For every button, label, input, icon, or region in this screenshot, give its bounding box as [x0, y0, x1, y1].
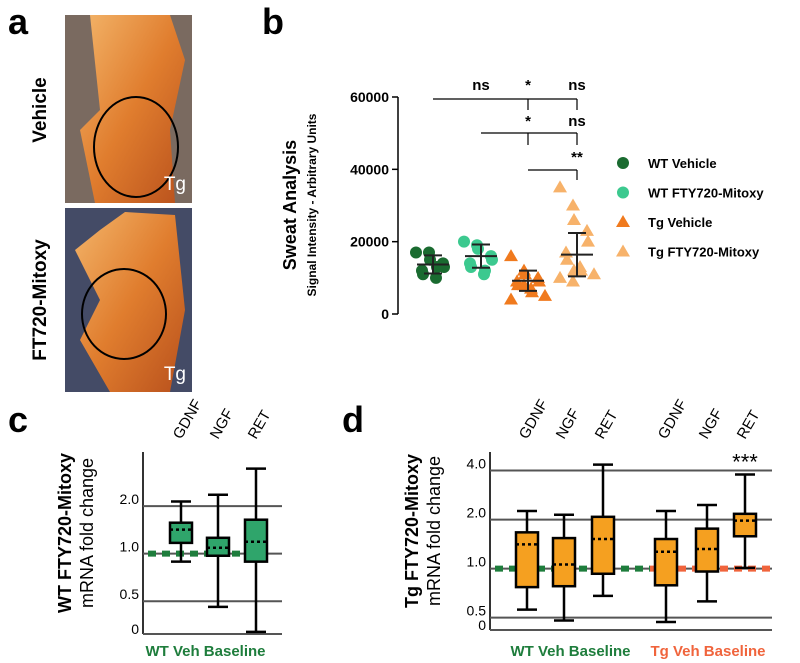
significance-label: *** — [732, 450, 758, 475]
y-tick-label: 1.0 — [120, 539, 140, 555]
x-tick-label: GDNF — [516, 397, 552, 442]
data-point — [504, 292, 518, 305]
legend-label: WT FTY720-Mitoxy — [648, 186, 764, 201]
photo-tag: Tg — [164, 364, 186, 385]
significance-label: ns — [568, 113, 586, 130]
data-point — [458, 235, 470, 248]
data-point — [580, 223, 594, 236]
y-tick-label: 0 — [381, 306, 389, 322]
y-axis-label: Signal Intensity - Arbitrary Units — [305, 113, 319, 296]
y-tick-label: 0.5 — [120, 586, 140, 602]
significance-label: ns — [568, 77, 586, 94]
significance-label: ns — [472, 77, 490, 94]
data-point — [465, 260, 477, 273]
y-axis-title: Sweat Analysis — [280, 140, 300, 270]
box — [514, 531, 540, 589]
data-point — [504, 249, 518, 262]
panel-label: a — [8, 1, 29, 42]
baseline-label: Tg Veh Baseline — [650, 643, 765, 660]
data-point — [566, 274, 580, 287]
x-tick-label: RET — [592, 408, 622, 442]
y-tick-label: 60000 — [350, 89, 389, 105]
legend-marker — [616, 215, 630, 227]
legend-marker — [617, 186, 629, 199]
box — [732, 512, 758, 538]
legend-label: WT Vehicle — [648, 156, 717, 171]
box — [551, 536, 577, 588]
photo-treated — [65, 208, 192, 392]
photo-label: Vehicle — [30, 77, 51, 143]
y-axis-title: WT FTY720-Mitoxy — [55, 453, 75, 613]
x-tick-label: RET — [734, 408, 764, 442]
y-tick-label: 0.5 — [467, 603, 487, 619]
panel-label: d — [342, 399, 364, 440]
data-point — [587, 267, 601, 280]
data-point — [581, 234, 595, 247]
y-tick-label: 2.0 — [467, 505, 487, 521]
photo-vehicle — [65, 15, 192, 203]
photo-label: FT720-Mitoxy — [30, 239, 51, 361]
y-tick-label: 2.0 — [120, 491, 140, 507]
data-point — [567, 212, 581, 225]
y-tick-label: 20000 — [350, 234, 389, 250]
y-tick-label: 0 — [131, 621, 139, 637]
y-axis-title: Tg FTY720-Mitoxy — [402, 454, 422, 608]
y-tick-label: 4.0 — [467, 456, 487, 472]
x-tick-label: NGF — [207, 406, 238, 442]
data-point — [566, 198, 580, 211]
legend-label: Tg Vehicle — [648, 215, 712, 230]
data-point — [430, 271, 442, 284]
data-point — [560, 252, 574, 265]
data-point — [417, 268, 429, 281]
x-tick-label: GDNF — [655, 397, 691, 442]
legend-marker — [616, 244, 630, 257]
data-point — [553, 270, 567, 283]
x-tick-label: RET — [245, 408, 275, 442]
data-point — [410, 246, 422, 259]
y-axis-label: mRNA fold change — [77, 458, 97, 608]
y-tick-label: 1.0 — [467, 554, 487, 570]
legend-label: Tg FTY720-Mitoxy — [648, 245, 760, 260]
panel-label: b — [262, 1, 284, 42]
significance-label: * — [525, 113, 531, 130]
box — [590, 515, 616, 576]
panel-label: c — [8, 399, 28, 440]
significance-label: * — [525, 77, 531, 94]
x-tick-label: NGF — [553, 406, 584, 442]
baseline-label: WT Veh Baseline — [145, 643, 265, 660]
box — [653, 537, 679, 587]
photo-tag: Tg — [164, 174, 186, 195]
x-tick-label: GDNF — [170, 397, 206, 442]
x-tick-label: NGF — [696, 406, 727, 442]
significance-label: ** — [571, 149, 583, 166]
box — [168, 521, 194, 545]
y-tick-label: 40000 — [350, 161, 389, 177]
legend-marker — [617, 157, 629, 169]
baseline-label: WT Veh Baseline — [510, 643, 630, 660]
y-axis-label: mRNA fold change — [424, 456, 444, 606]
data-point — [553, 180, 567, 193]
y-tick-label: 0 — [478, 617, 486, 633]
data-point — [538, 288, 552, 301]
